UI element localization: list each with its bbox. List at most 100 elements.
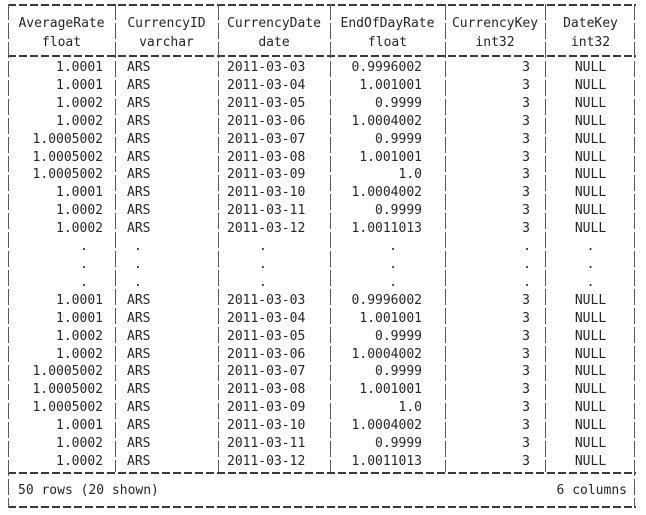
table-header: AverageRate float CurrencyID varchar Currenc… <box>8 14 636 52</box>
table-cell: ARS <box>127 346 151 362</box>
column-type: float <box>41 35 82 50</box>
table-cell: 0.9999 <box>375 328 422 344</box>
ellipsis-cell: . <box>80 239 88 255</box>
table-row: 1.0001 ARS 2011-03-04 1.001001 3 NULL <box>8 310 636 328</box>
column-type: int32 <box>475 35 515 50</box>
ellipsis-cell: . <box>523 256 531 272</box>
column-count-label: 6 columns <box>556 482 627 498</box>
table-cell: 2011-03-11 <box>227 436 306 452</box>
table-cell: NULL <box>574 400 607 416</box>
table-cell: NULL <box>574 364 607 380</box>
column-separator <box>330 4 332 472</box>
table-footer: 50 rows (20 shown) 6 columns <box>8 474 636 506</box>
table-cell: ARS <box>127 292 151 308</box>
table-cell: NULL <box>574 185 607 201</box>
column-header-endofdayrate: EndOfDayRate float <box>330 14 445 52</box>
table-row: 1.0005002 ARS 2011-03-07 0.9999 3 NULL <box>8 363 636 381</box>
table-cell: NULL <box>574 346 607 362</box>
table-cell: ARS <box>127 167 151 183</box>
table-border-bottom <box>8 506 636 508</box>
table-cell: 1.0005002 <box>32 131 103 147</box>
table-cell: 1.0011013 <box>351 453 422 469</box>
column-separator <box>545 4 547 472</box>
column-name: CurrencyKey <box>451 16 539 31</box>
table-row: 1.0005002 ARS 2011-03-09 1.0 3 NULL <box>8 399 636 417</box>
table-cell: 1.0001 <box>56 60 103 75</box>
ellipsis-cell: . <box>389 274 397 290</box>
ellipsis-cell: . <box>134 274 142 290</box>
table-cell: 1.001001 <box>359 77 422 93</box>
ellipsis-cell: . <box>389 256 397 272</box>
table-row: 1.0002 ARS 2011-03-12 1.0011013 3 NULL <box>8 453 636 471</box>
table-row: 1.0005002 ARS 2011-03-09 1.0 3 NULL <box>8 166 636 184</box>
table-cell: 0.9999 <box>375 364 422 380</box>
table-cell: ARS <box>127 418 151 434</box>
table-cell: ARS <box>127 221 151 237</box>
table-row: 1.0002 ARS 2011-03-11 0.9999 3 NULL <box>8 435 636 453</box>
table-cell: NULL <box>574 167 607 183</box>
table-cell: ARS <box>127 310 151 326</box>
table-cell: NULL <box>574 453 607 469</box>
table-cell: 1.0001 <box>56 185 103 201</box>
table-cell: 0.9996002 <box>351 60 422 75</box>
table-row: 1.0002 ARS 2011-03-06 1.0004002 3 NULL <box>8 113 636 131</box>
column-type: varchar <box>139 35 194 50</box>
ellipsis-cell: . <box>259 256 267 272</box>
table-cell: NULL <box>574 131 607 147</box>
table-cell: 3 <box>522 346 530 362</box>
table-cell: 1.0011013 <box>351 221 422 237</box>
table-cell: ARS <box>127 185 151 201</box>
column-name: AverageRate <box>18 16 105 31</box>
table-cell: 1.0005002 <box>32 364 103 380</box>
table-cell: 2011-03-09 <box>227 167 306 183</box>
column-separator <box>445 4 447 472</box>
table-cell: 2011-03-04 <box>227 77 306 93</box>
table-cell: 3 <box>522 292 530 308</box>
ellipsis-cell: . <box>586 256 595 272</box>
table-cell: 1.0002 <box>56 328 103 344</box>
table-cell: NULL <box>574 436 607 452</box>
table-cell: ARS <box>127 382 151 398</box>
table-cell: 1.0002 <box>56 436 103 452</box>
table-cell: 3 <box>522 364 530 380</box>
result-table: AverageRate float CurrencyID varchar Currenc… <box>8 4 636 508</box>
table-cell: 1.0001 <box>56 292 103 308</box>
table-row: 1.0002 ARS 2011-03-05 0.9999 3 NULL <box>8 95 636 113</box>
ellipsis-cell: . <box>134 256 142 272</box>
ellipsis-cell: . <box>523 274 531 290</box>
table-cell: 3 <box>522 436 530 452</box>
table-border-top <box>8 4 636 6</box>
table-body: 1.0001 ARS 2011-03-03 0.9996002 3 NULL 1.0001 A… <box>8 59 636 471</box>
table-cell: NULL <box>574 221 607 237</box>
table-cell: ARS <box>127 203 151 219</box>
column-type: date <box>258 35 290 50</box>
table-cell: 1.0001 <box>56 418 103 434</box>
table-cell: 3 <box>522 221 530 237</box>
table-cell: 2011-03-08 <box>227 149 306 165</box>
table-cell: 2011-03-06 <box>227 346 306 362</box>
table-cell: 1.0004002 <box>351 418 422 434</box>
ellipsis-cell: . <box>80 256 88 272</box>
table-cell: 1.0 <box>398 400 422 416</box>
table-cell: 2011-03-05 <box>227 328 306 344</box>
column-header-currencykey: CurrencyKey int32 <box>445 14 545 52</box>
column-name: CurrencyDate <box>227 16 321 31</box>
row-count-label: 50 rows (20 shown) <box>18 482 159 498</box>
table-cell: 3 <box>522 382 530 398</box>
column-type: float <box>367 35 408 50</box>
table-cell: NULL <box>574 95 607 111</box>
table-cell: 2011-03-03 <box>227 292 306 308</box>
table-cell: NULL <box>574 77 607 93</box>
table-cell: 3 <box>522 203 530 219</box>
table-cell: 2011-03-09 <box>227 400 306 416</box>
column-header-currencydate: CurrencyDate date <box>218 14 330 52</box>
column-separator <box>115 4 117 472</box>
table-cell: 1.0005002 <box>32 400 103 416</box>
table-cell: NULL <box>574 310 607 326</box>
table-cell: 1.001001 <box>359 382 422 398</box>
header-separator <box>8 55 636 57</box>
table-cell: 1.0002 <box>56 346 103 362</box>
table-cell: 2011-03-05 <box>227 95 306 111</box>
ellipsis-row: ...... <box>8 274 636 292</box>
